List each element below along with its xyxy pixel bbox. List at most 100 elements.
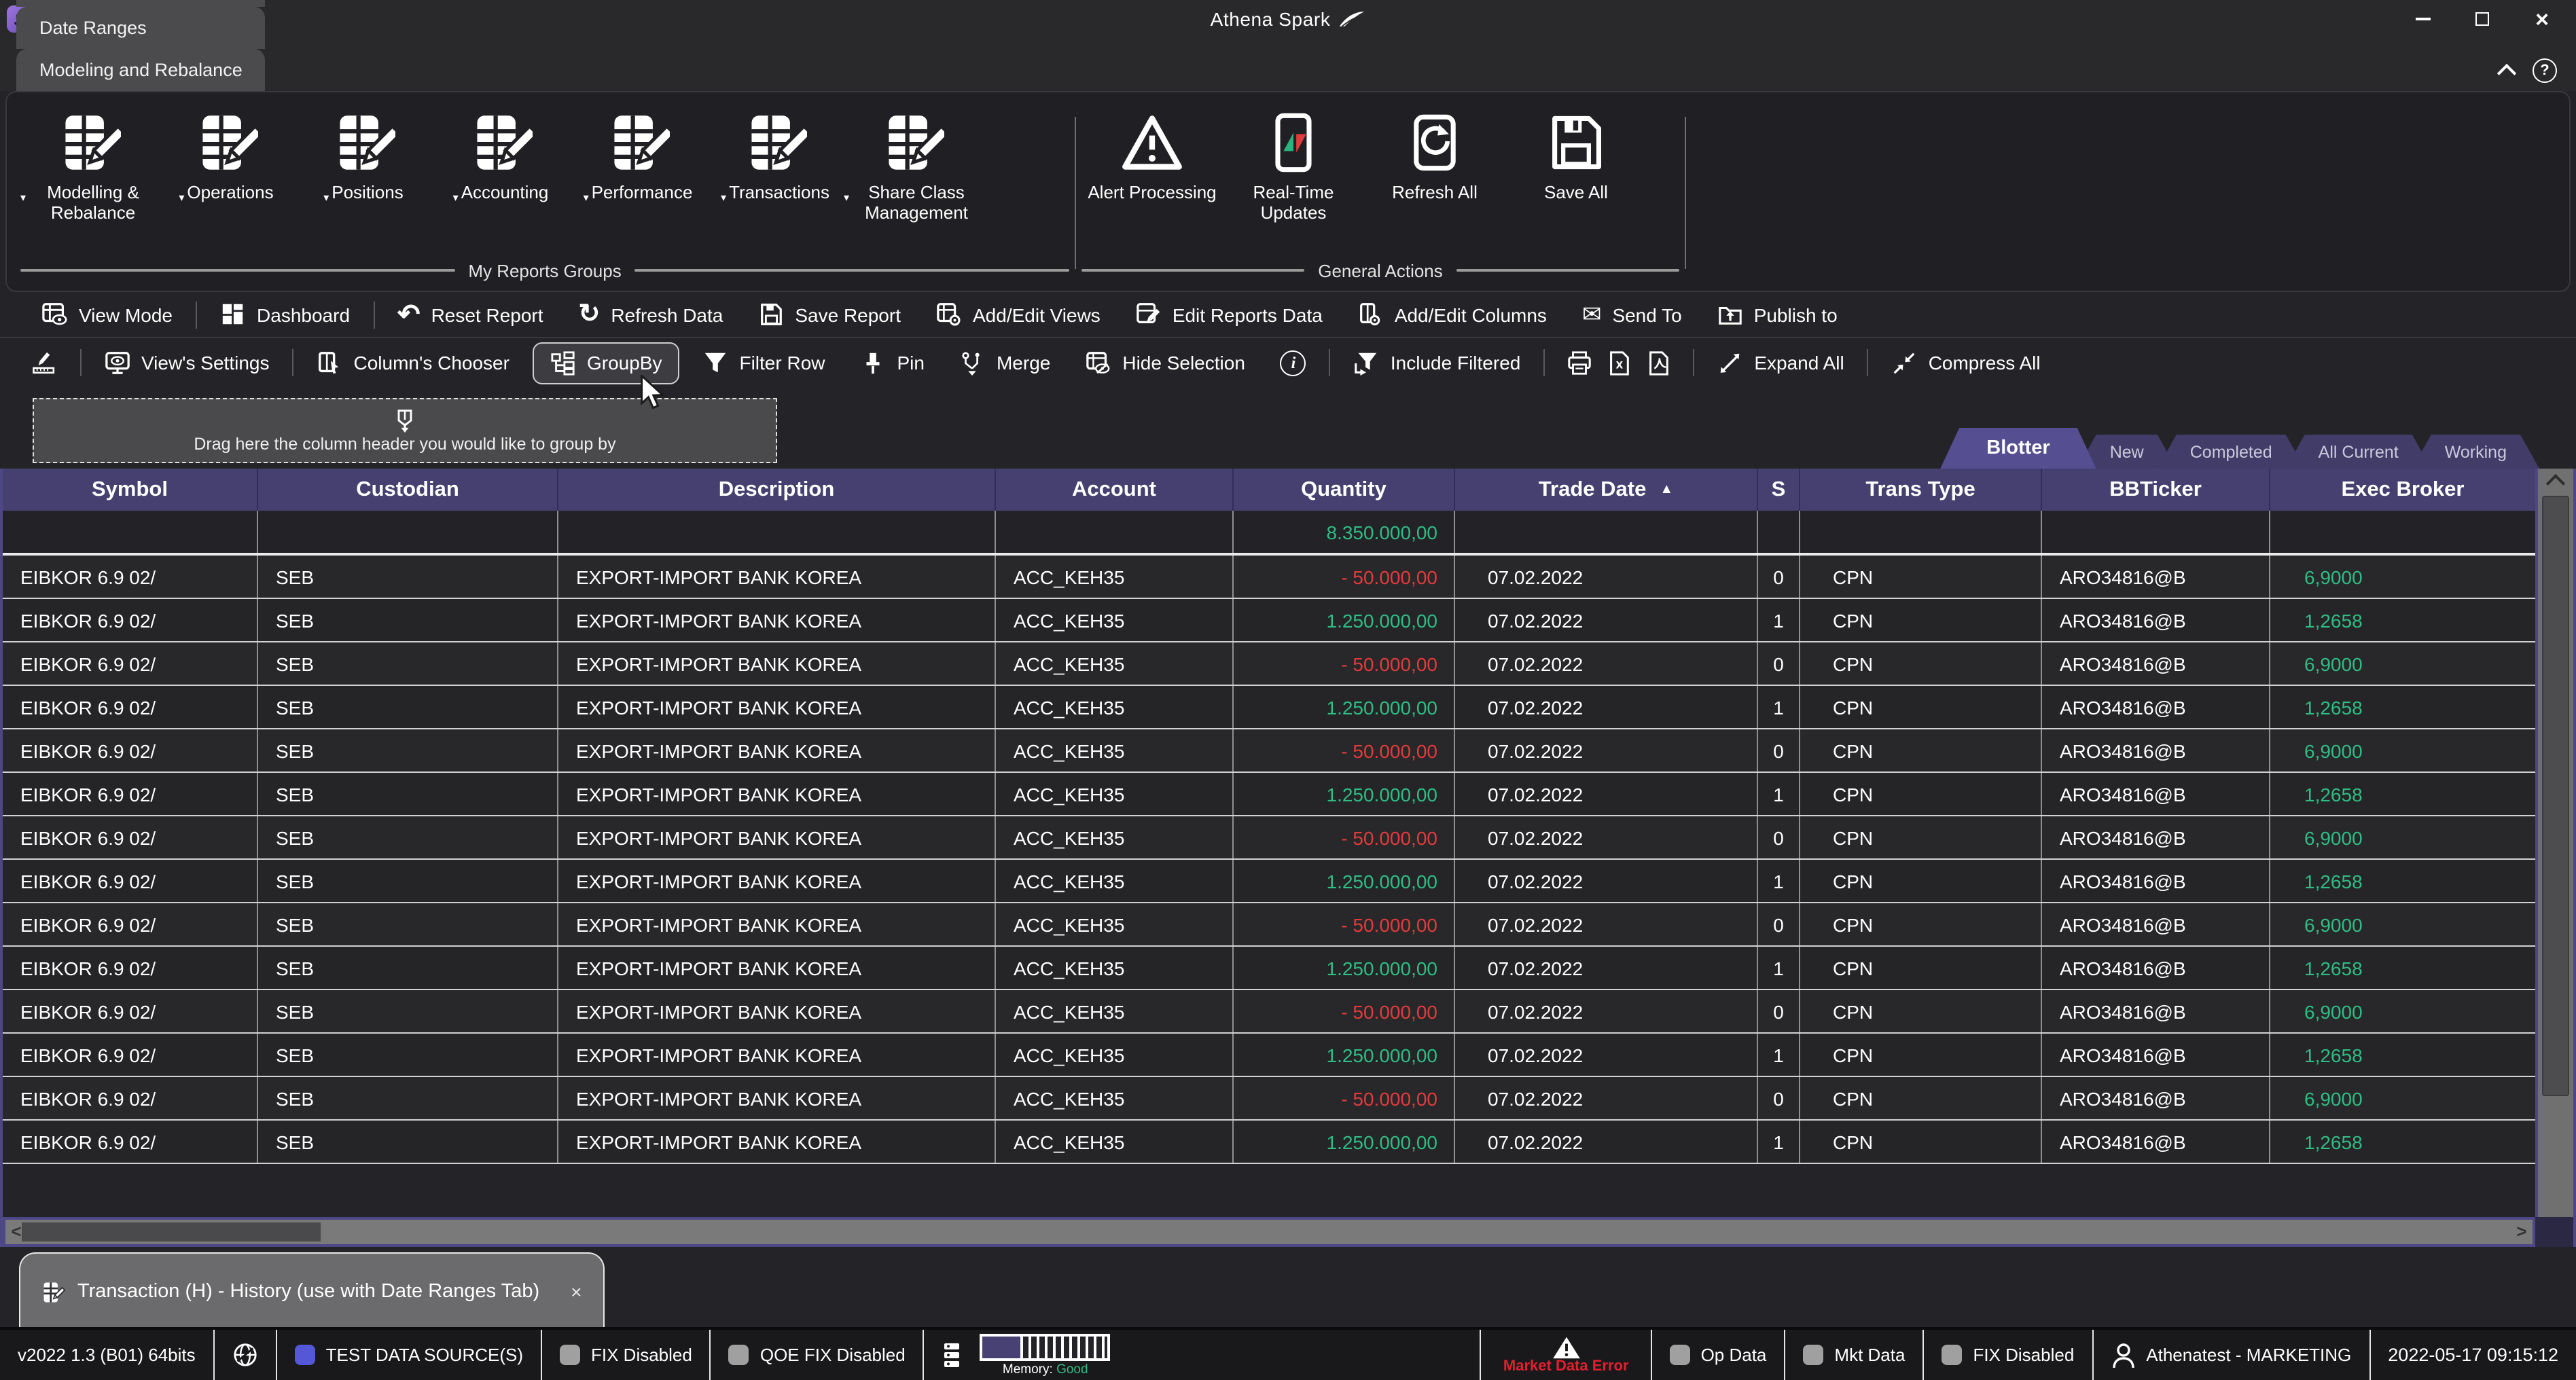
vertical-scrollbar[interactable]	[2535, 469, 2573, 1217]
report-group-button[interactable]: ▾ Positions	[295, 101, 432, 208]
table-row[interactable]: EIBKOR 6.9 02/ SEB EXPORT-IMPORT BANK KO…	[3, 1121, 2535, 1164]
column-header-custodian[interactable]: Custodian	[258, 469, 558, 511]
report-group-button[interactable]: ▾ Operations	[158, 101, 295, 208]
table-row[interactable]: EIBKOR 6.9 02/ SEB EXPORT-IMPORT BANK KO…	[3, 599, 2535, 642]
view-tab[interactable]: Completed	[2158, 435, 2305, 469]
table-row[interactable]: EIBKOR 6.9 02/ SEB EXPORT-IMPORT BANK KO…	[3, 556, 2535, 599]
table-row[interactable]: EIBKOR 6.9 02/ SEB EXPORT-IMPORT BANK KO…	[3, 1034, 2535, 1077]
view-tab[interactable]: New	[2077, 435, 2177, 469]
network-status[interactable]	[215, 1330, 277, 1380]
column-header-trade-date[interactable]: Trade Date ▲	[1455, 469, 1758, 511]
horizontal-scrollbar[interactable]: < >	[3, 1217, 2535, 1247]
view-tab[interactable]: Working	[2412, 435, 2539, 469]
alert-processing-button[interactable]: Alert Processing	[1081, 101, 1223, 202]
scroll-left-icon[interactable]: <	[11, 1221, 22, 1241]
publish-to-button[interactable]: Publish to	[1700, 302, 1855, 327]
table-row[interactable]: EIBKOR 6.9 02/ SEB EXPORT-IMPORT BANK KO…	[3, 686, 2535, 729]
send-to-button[interactable]: ✉ Send To	[1581, 302, 1682, 327]
table-row[interactable]: EIBKOR 6.9 02/ SEB EXPORT-IMPORT BANK KO…	[3, 903, 2535, 947]
ribbon-tab[interactable]: Date Ranges	[16, 7, 266, 49]
report-group-button[interactable]: ▾ Modelling & Rebalance	[20, 101, 158, 223]
report-group-button[interactable]: ▾ Transactions	[706, 101, 844, 208]
close-icon[interactable]: ×	[571, 1281, 582, 1303]
column-header-trans-type[interactable]: Trans Type	[1800, 469, 2042, 511]
hide-selection-button[interactable]: Hide Selection	[1068, 350, 1263, 376]
report-group-button[interactable]: ▾ Accounting	[432, 101, 569, 208]
real-time-updates-button[interactable]: Real-Time Updates	[1223, 101, 1364, 223]
groupby-drop-zone[interactable]: Drag here the column header you would li…	[33, 398, 777, 463]
table-row[interactable]: EIBKOR 6.9 02/ SEB EXPORT-IMPORT BANK KO…	[3, 642, 2535, 686]
column-header-description[interactable]: Description	[558, 469, 996, 511]
report-group-button[interactable]: ▾ Performance	[569, 101, 706, 208]
view-tab[interactable]: Blotter	[1940, 428, 2096, 469]
compress-all-button[interactable]: Compress All	[1874, 350, 2058, 376]
compress-icon	[1894, 352, 1916, 374]
view-mode-button[interactable]: View Mode	[24, 302, 190, 327]
annotate-button[interactable]	[14, 350, 75, 376]
cell-trade-date: 07.02.2022	[1455, 990, 1758, 1032]
qoe-fix-status[interactable]: QOE FIX Disabled	[711, 1330, 925, 1380]
ribbon-tab[interactable]: OMS	[16, 0, 266, 7]
views-settings-button[interactable]: View's Settings	[87, 350, 287, 376]
fix-status-2[interactable]: FIX Disabled	[1922, 1330, 2092, 1380]
merge-button[interactable]: Merge	[942, 350, 1068, 376]
save-all-button[interactable]: Save All	[1505, 101, 1647, 202]
print-icon[interactable]	[1567, 350, 1592, 376]
include-filtered-button[interactable]: Include Filtered	[1336, 350, 1538, 376]
table-row[interactable]: EIBKOR 6.9 02/ SEB EXPORT-IMPORT BANK KO…	[3, 990, 2535, 1034]
add-edit-columns-button[interactable]: Add/Edit Columns	[1340, 302, 1564, 327]
report-group-button[interactable]: ▾ Share Class Management	[844, 101, 981, 223]
reset-report-button[interactable]: ↶ Reset Report	[397, 299, 543, 329]
cell-custodian: SEB	[258, 903, 558, 945]
vertical-scrollbar-thumb[interactable]	[2542, 496, 2569, 1096]
refresh-data-button[interactable]: ↻ Refresh Data	[578, 300, 723, 329]
document-tab-label: Transaction (H) - History (use with Date…	[77, 1281, 540, 1303]
table-row[interactable]: EIBKOR 6.9 02/ SEB EXPORT-IMPORT BANK KO…	[3, 1077, 2535, 1121]
close-button[interactable]: ×	[2535, 6, 2549, 32]
export-excel-icon[interactable]: x	[1606, 350, 1632, 376]
column-header-s[interactable]: S	[1758, 469, 1800, 511]
market-data-error-status[interactable]: Market Data Error	[1480, 1330, 1651, 1380]
info-button[interactable]: i	[1263, 350, 1324, 376]
column-header-exec-broker[interactable]: Exec Broker	[2341, 477, 2465, 501]
add-edit-views-button[interactable]: Add/Edit Views	[918, 302, 1118, 327]
fix-status[interactable]: FIX Disabled	[542, 1330, 711, 1380]
save-report-button[interactable]: Save Report	[740, 302, 918, 327]
column-header-symbol[interactable]: Symbol	[3, 469, 258, 511]
column-header-quantity[interactable]: Quantity	[1234, 469, 1455, 511]
memory-status[interactable]: Memory: Good	[925, 1330, 1128, 1380]
user-status[interactable]: Athenatest - MARKETING	[2092, 1330, 2369, 1380]
document-tab[interactable]: Transaction (H) - History (use with Date…	[19, 1252, 605, 1330]
expand-all-button[interactable]: Expand All	[1700, 350, 1861, 376]
filter-row-button[interactable]: Filter Row	[685, 350, 842, 376]
table-row[interactable]: EIBKOR 6.9 02/ SEB EXPORT-IMPORT BANK KO…	[3, 773, 2535, 816]
help-icon[interactable]: ?	[2533, 58, 2557, 83]
table-row[interactable]: EIBKOR 6.9 02/ SEB EXPORT-IMPORT BANK KO…	[3, 729, 2535, 773]
person-icon	[2112, 1343, 2134, 1368]
mkt-data-status[interactable]: Mkt Data	[1784, 1330, 1922, 1380]
horizontal-scrollbar-thumb[interactable]	[22, 1222, 321, 1241]
table-row[interactable]: EIBKOR 6.9 02/ SEB EXPORT-IMPORT BANK KO…	[3, 947, 2535, 990]
ribbon-tab[interactable]: Modeling and Rebalance	[16, 49, 266, 91]
data-source-status[interactable]: TEST DATA SOURCE(S)	[277, 1330, 542, 1380]
dashboard-button[interactable]: Dashboard	[202, 302, 368, 327]
column-header-account[interactable]: Account	[996, 469, 1234, 511]
groupby-button[interactable]: GroupBy	[532, 342, 680, 384]
op-data-status[interactable]: Op Data	[1650, 1330, 1785, 1380]
edit-reports-data-button[interactable]: Edit Reports Data	[1118, 302, 1340, 327]
table-row[interactable]: EIBKOR 6.9 02/ SEB EXPORT-IMPORT BANK KO…	[3, 860, 2535, 903]
scroll-up-icon[interactable]	[2538, 469, 2573, 494]
columns-chooser-button[interactable]: Column's Chooser	[300, 350, 527, 376]
table-row[interactable]: EIBKOR 6.9 02/ SEB EXPORT-IMPORT BANK KO…	[3, 816, 2535, 860]
column-header-bbticker[interactable]: BBTicker	[2042, 469, 2270, 511]
view-tab[interactable]: All Current	[2286, 435, 2431, 469]
blotter-grid: Symbol Custodian Description Account Qua…	[0, 469, 2576, 1247]
export-pdf-icon[interactable]	[1645, 350, 1671, 376]
pin-button[interactable]: Pin	[843, 350, 942, 376]
restore-button[interactable]	[2470, 7, 2494, 31]
refresh-all-button[interactable]: Refresh All	[1364, 101, 1505, 202]
minimize-button[interactable]	[2410, 7, 2435, 31]
collapse-ribbon-icon[interactable]	[2497, 62, 2517, 83]
scroll-right-icon[interactable]: >	[2516, 1221, 2527, 1241]
cell-bbticker: ARO34816@B	[2042, 860, 2270, 902]
